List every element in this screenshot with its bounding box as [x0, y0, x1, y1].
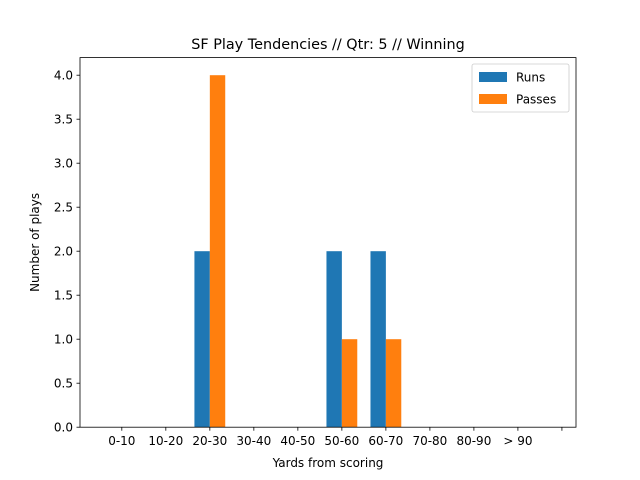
bar-runs-2 — [194, 251, 210, 428]
legend-label-runs: Runs — [516, 71, 545, 85]
plot-frame — [79, 57, 577, 428]
x-tick-label: 10-20 — [148, 434, 183, 448]
x-tick-label: 80-90 — [456, 434, 491, 448]
y-tick-label: 1.5 — [54, 288, 73, 302]
bar-passes-2 — [209, 75, 226, 428]
x-tick-label: 40-50 — [280, 434, 315, 448]
y-tick-label: 0.5 — [54, 376, 73, 390]
bar-passes-6 — [385, 339, 402, 428]
legend: Runs Passes — [471, 63, 570, 113]
y-tick-label: 2.5 — [54, 200, 73, 214]
bar-runs-5 — [326, 251, 342, 428]
x-tick-label: 30-40 — [236, 434, 271, 448]
legend-swatch-passes — [479, 94, 507, 104]
legend-swatch-runs — [479, 72, 507, 82]
bar-passes-5 — [341, 339, 358, 428]
x-tick-label: 20-30 — [192, 434, 227, 448]
legend-label-passes: Passes — [516, 93, 556, 107]
chart-title: SF Play Tendencies // Qtr: 5 // Winning — [191, 37, 465, 53]
x-tick-label: 60-70 — [368, 434, 403, 448]
y-tick-label: 3.0 — [54, 156, 73, 170]
y-tick-label: 3.5 — [54, 112, 73, 126]
x-axis: 0-10 10-20 20-30 30-40 40-50 50-60 60-70 70-80 8… — [108, 427, 563, 448]
bar-runs-6 — [370, 251, 386, 428]
y-tick-label: 2.0 — [54, 244, 73, 258]
x-tick-label: > 90 — [503, 434, 532, 448]
y-axis: 0.0 0.5 1.0 1.5 2.0 2.5 3.0 3.5 4.0 — [54, 68, 80, 434]
y-tick-label: 1.0 — [54, 332, 73, 346]
x-axis-label: Yards from scoring — [272, 456, 384, 470]
x-tick-label: 50-60 — [324, 434, 359, 448]
y-tick-label: 4.0 — [54, 68, 73, 82]
bars-group — [194, 75, 402, 428]
y-axis-label: Number of plays — [28, 193, 42, 292]
x-tick-label: 0-10 — [108, 434, 135, 448]
x-tick-label: 70-80 — [412, 434, 447, 448]
y-tick-label: 0.0 — [54, 420, 73, 434]
